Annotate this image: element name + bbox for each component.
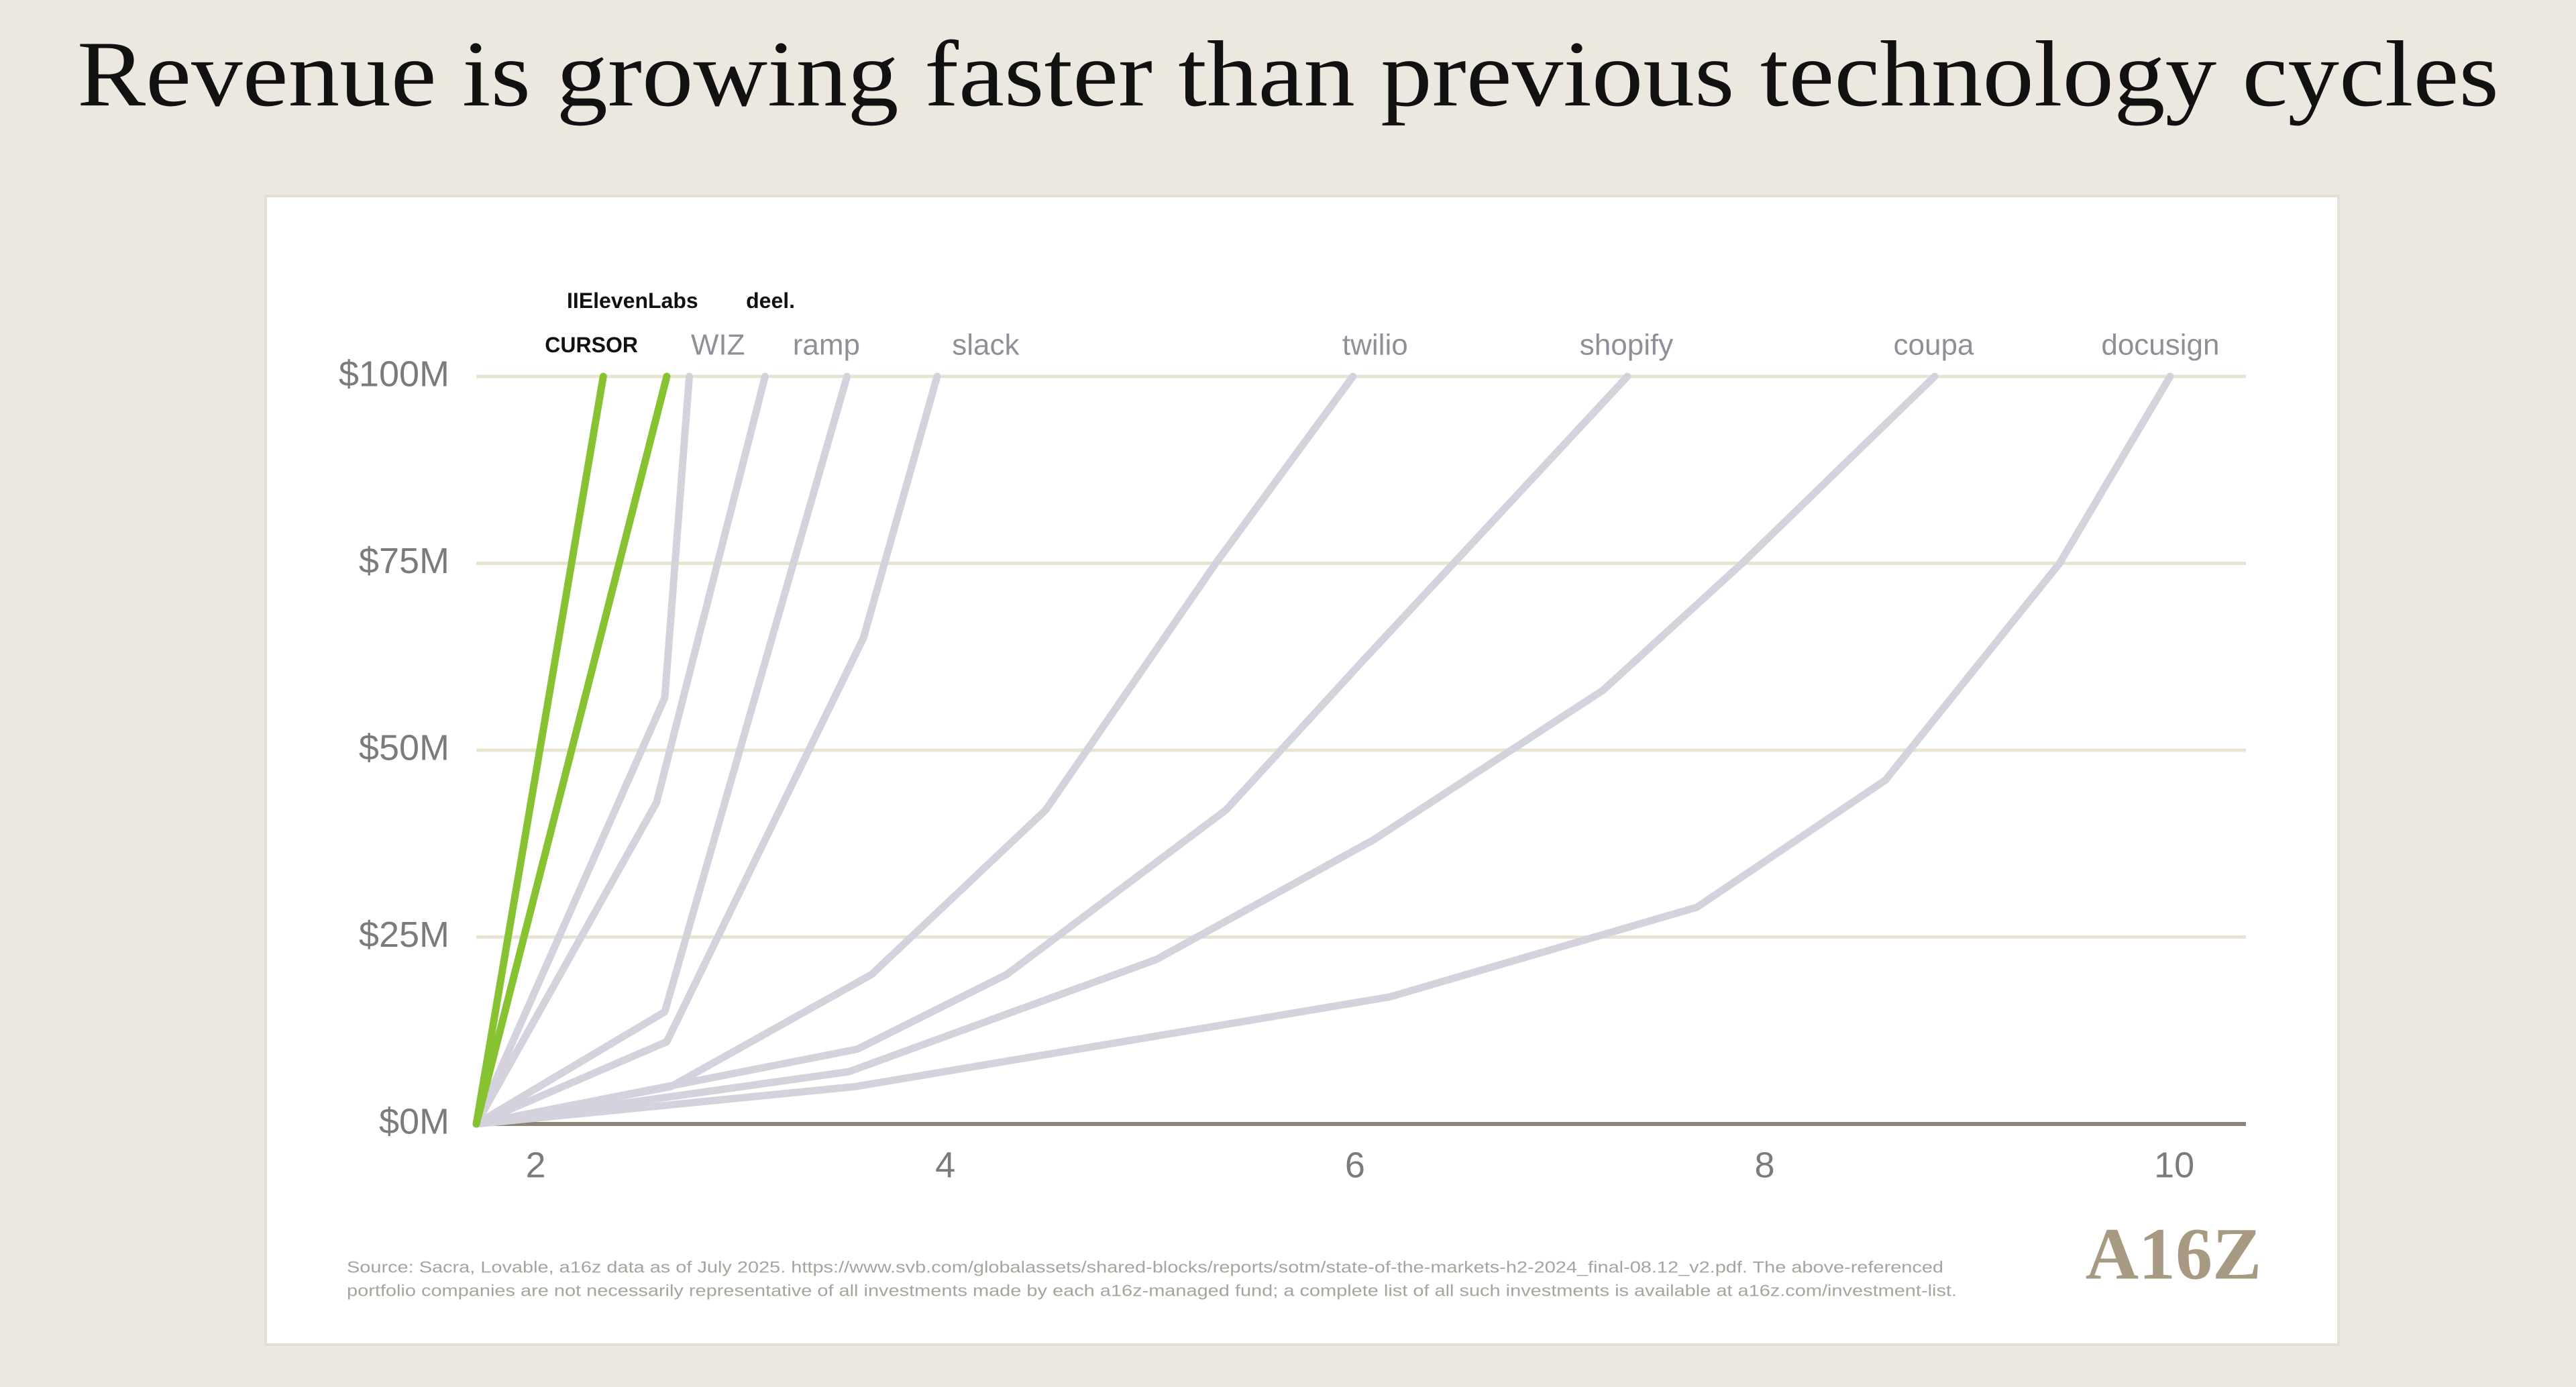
slide-title: Revenue is growing faster than previous … [77, 22, 2499, 126]
legend-label: WIZ [691, 328, 745, 361]
series-line [472, 372, 607, 1128]
logo: A16Z [2086, 1213, 2262, 1294]
y-tick-label: $0M [379, 1101, 449, 1141]
series-line [472, 372, 671, 1128]
legend-label: deel. [746, 289, 795, 313]
y-tick-label: $50M [359, 727, 449, 768]
series-line [472, 372, 2174, 1128]
legend-label: twilio [1342, 328, 1408, 361]
y-tick-label: $25M [359, 915, 449, 955]
series-line [472, 372, 941, 1128]
series-line [472, 372, 851, 1128]
legend-label: slack [952, 328, 1020, 361]
series-line [472, 372, 694, 1128]
x-tick-label: 2 [526, 1145, 546, 1185]
series-line [472, 372, 1939, 1128]
x-tick-label: 4 [935, 1145, 955, 1185]
source-note: Source: Sacra, Lovable, a16z data as of … [347, 1258, 1943, 1276]
legend-label: docusign [2101, 328, 2219, 361]
legend-label: coupa [1894, 328, 1974, 361]
x-tick-label: 6 [1345, 1145, 1365, 1185]
series-line [472, 372, 1357, 1128]
y-tick-label: $100M [339, 354, 449, 394]
y-tick-label: $75M [359, 541, 449, 581]
x-tick-label: 10 [2154, 1145, 2194, 1185]
source-note: portfolio companies are not necessarily … [347, 1282, 1957, 1300]
chart-card [264, 195, 2340, 1346]
legend-label: CURSOR [545, 333, 638, 357]
legend-label: shopify [1580, 328, 1673, 361]
x-tick-label: 8 [1754, 1145, 1774, 1185]
series-line [472, 372, 1631, 1128]
series-line [472, 372, 769, 1128]
legend-label: IIElevenLabs [567, 289, 698, 313]
legend-label: ramp [793, 328, 860, 361]
